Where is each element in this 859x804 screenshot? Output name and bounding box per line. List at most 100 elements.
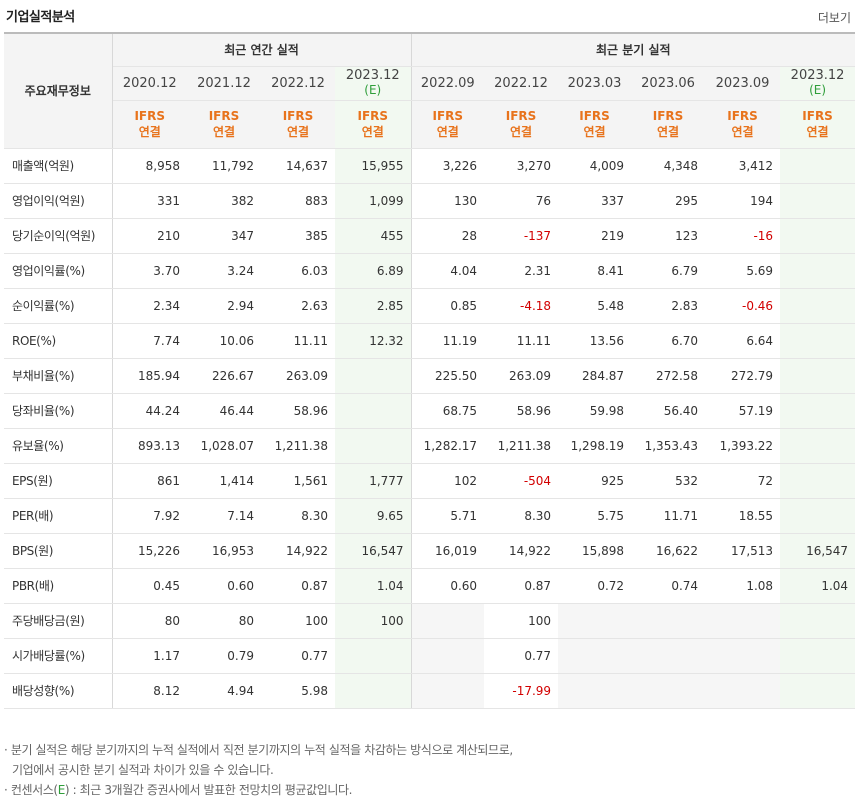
ifrs-label: IFRS — [432, 109, 464, 123]
value-cell: 80 — [112, 602, 187, 639]
value-cell: 1.17 — [112, 638, 187, 674]
value-cell: 100 — [261, 602, 335, 639]
row-header-label: 주요재무정보 — [4, 32, 113, 149]
ifrs-label: IFRS — [652, 109, 684, 123]
period-label: 2023.09 — [715, 75, 770, 91]
value-cell — [411, 602, 485, 639]
footnote-2: · 컨센서스(E) : 최근 3개월간 증권사에서 발표한 전망치의 평균값입니… — [4, 783, 353, 797]
value-cell: 347 — [187, 218, 261, 254]
row-label: 순이익률(%) — [4, 288, 113, 324]
value-cell: 8.12 — [112, 673, 187, 709]
value-cell: 1,777 — [335, 462, 412, 499]
value-cell: 226.67 — [187, 357, 261, 394]
value-cell: 0.77 — [484, 638, 559, 674]
value-cell: -16 — [705, 218, 781, 254]
row-label: 시가배당률(%) — [4, 638, 113, 674]
table-row: 매출액(억원) 8,958 11,792 14,637 15,955 3,226 3,270… — [4, 147, 856, 184]
row-label: ROE(%) — [4, 323, 113, 359]
ifrs-header: IFRS 연결 — [112, 100, 187, 149]
ifrs-label: IFRS — [505, 109, 537, 123]
value-cell: 6.64 — [705, 323, 781, 359]
value-cell: 15,955 — [335, 147, 412, 184]
value-cell — [558, 638, 632, 674]
row-label: PBR(배) — [4, 568, 113, 604]
ifrs-header: IFRS 연결 — [411, 100, 485, 149]
ifrs-label: IFRS — [802, 109, 833, 123]
value-cell — [335, 638, 412, 674]
value-cell: 16,622 — [631, 533, 706, 569]
ifrs-label: IFRS — [208, 109, 240, 123]
value-cell: -17.99 — [484, 673, 559, 709]
footnote-1: · 분기 실적은 해당 분기까지의 누적 실적에서 직전 분기까지의 누적 실적… — [4, 743, 513, 757]
value-cell: 0.45 — [112, 568, 187, 604]
value-cell: 1,414 — [187, 462, 261, 499]
consolidated-label: 연결 — [286, 125, 310, 139]
value-cell: 16,547 — [780, 533, 856, 569]
value-cell: 382 — [187, 183, 261, 219]
value-cell: 6.70 — [631, 323, 706, 359]
value-cell: 1,561 — [261, 462, 335, 499]
period-header: 2022.12 — [261, 66, 335, 101]
value-cell: 5.98 — [261, 673, 335, 709]
value-cell: 272.79 — [705, 357, 781, 394]
value-cell: 1.04 — [335, 568, 412, 604]
value-cell: 295 — [631, 183, 706, 219]
value-cell: 5.75 — [558, 498, 632, 534]
value-cell: 1,298.19 — [558, 428, 632, 464]
value-cell: 0.72 — [558, 568, 632, 604]
value-cell: 12.32 — [335, 323, 412, 359]
value-cell: 72 — [705, 462, 781, 499]
value-cell: 58.96 — [484, 393, 559, 429]
period-header: 2023.03 — [558, 66, 632, 101]
table-row: 주당배당금(원) 80 80 100 100 100 — [4, 602, 856, 639]
ifrs-header: IFRS 연결 — [187, 100, 261, 149]
value-cell: 5.71 — [411, 498, 485, 534]
value-cell: 1.04 — [780, 568, 856, 604]
table-row: 유보율(%) 893.13 1,028.07 1,211.38 1,282.17 1,21… — [4, 428, 856, 464]
value-cell: 0.85 — [411, 288, 485, 324]
period-label: 2022.12 — [271, 75, 325, 91]
value-cell — [780, 288, 856, 324]
value-cell: -504 — [484, 462, 559, 499]
row-label: PER(배) — [4, 498, 113, 534]
value-cell — [780, 147, 856, 184]
value-cell — [780, 498, 856, 534]
value-cell — [780, 323, 856, 359]
value-cell: 284.87 — [558, 357, 632, 394]
consolidated-label: 연결 — [583, 125, 606, 139]
value-cell — [705, 673, 781, 709]
value-cell: 3.24 — [187, 252, 261, 289]
value-cell — [411, 673, 485, 709]
value-cell: 16,019 — [411, 533, 485, 569]
value-cell: 3,412 — [705, 147, 781, 184]
value-cell: 4,348 — [631, 147, 706, 184]
estimate-mark: (E) — [809, 83, 827, 97]
value-cell: 80 — [187, 602, 261, 639]
value-cell: 185.94 — [112, 357, 187, 394]
row-label: 주당배당금(원) — [4, 602, 113, 639]
value-cell: 925 — [558, 462, 632, 499]
value-cell: 3,270 — [484, 147, 559, 184]
value-cell — [705, 638, 781, 674]
value-cell: 11,792 — [187, 147, 261, 184]
consolidated-label: 연결 — [657, 125, 680, 139]
table-row: 부채비율(%) 185.94 226.67 263.09 225.50 263.09 284… — [4, 357, 856, 394]
more-link[interactable]: 더보기 — [817, 11, 851, 25]
value-cell: 102 — [411, 462, 485, 499]
value-cell: 1,099 — [335, 183, 412, 219]
value-cell: 4.94 — [187, 673, 261, 709]
period-header: 2023.12 (E) — [335, 66, 412, 101]
value-cell: 263.09 — [261, 357, 335, 394]
value-cell — [780, 673, 856, 709]
table-row: 순이익률(%) 2.34 2.94 2.63 2.85 0.85 -4.18 5.48 2.83… — [4, 288, 856, 324]
value-cell: 16,547 — [335, 533, 412, 569]
value-cell: 331 — [112, 183, 187, 219]
value-cell: 13.56 — [558, 323, 632, 359]
value-cell: 1,028.07 — [187, 428, 261, 464]
table-row: 영업이익률(%) 3.70 3.24 6.03 6.89 4.04 2.31 8.41 6.79… — [4, 252, 856, 289]
value-cell: 263.09 — [484, 357, 559, 394]
table-row: 시가배당률(%) 1.17 0.79 0.77 0.77 — [4, 638, 856, 674]
value-cell: 337 — [558, 183, 632, 219]
value-cell — [411, 638, 485, 674]
value-cell: 46.44 — [187, 393, 261, 429]
